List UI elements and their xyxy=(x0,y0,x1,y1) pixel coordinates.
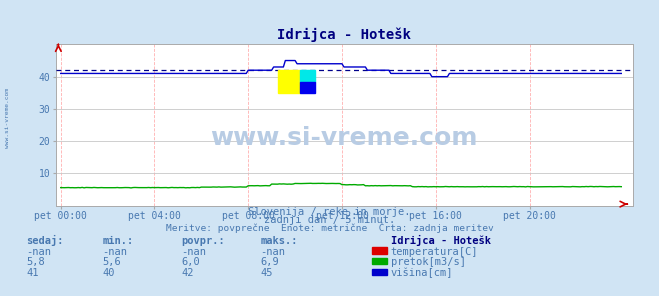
Bar xyxy=(300,70,315,81)
Text: višina[cm]: višina[cm] xyxy=(391,268,453,278)
Text: Slovenija / reke in morje.: Slovenija / reke in morje. xyxy=(248,207,411,218)
Bar xyxy=(300,81,315,93)
Text: 5,6: 5,6 xyxy=(102,257,121,267)
Text: -nan: -nan xyxy=(102,247,127,257)
Bar xyxy=(278,70,300,93)
Text: 6,9: 6,9 xyxy=(260,257,279,267)
Text: zadnji dan / 5 minut.: zadnji dan / 5 minut. xyxy=(264,215,395,226)
Text: -nan: -nan xyxy=(260,247,285,257)
Text: sedaj:: sedaj: xyxy=(26,235,64,246)
Text: 42: 42 xyxy=(181,268,194,278)
Text: www.si-vreme.com: www.si-vreme.com xyxy=(5,89,11,148)
Text: min.:: min.: xyxy=(102,236,133,246)
Text: Meritve: povprečne  Enote: metrične  Črta: zadnja meritev: Meritve: povprečne Enote: metrične Črta:… xyxy=(165,223,494,234)
Text: -nan: -nan xyxy=(181,247,206,257)
Title: Idrijca - Hotešk: Idrijca - Hotešk xyxy=(277,27,411,42)
Text: 45: 45 xyxy=(260,268,273,278)
Text: 5,8: 5,8 xyxy=(26,257,45,267)
Text: maks.:: maks.: xyxy=(260,236,298,246)
Text: Idrijca - Hotešk: Idrijca - Hotešk xyxy=(391,235,491,246)
Text: -nan: -nan xyxy=(26,247,51,257)
Text: www.si-vreme.com: www.si-vreme.com xyxy=(211,126,478,150)
Text: povpr.:: povpr.: xyxy=(181,236,225,246)
Text: 6,0: 6,0 xyxy=(181,257,200,267)
Text: 40: 40 xyxy=(102,268,115,278)
Text: 41: 41 xyxy=(26,268,39,278)
Text: temperatura[C]: temperatura[C] xyxy=(391,247,478,257)
Text: pretok[m3/s]: pretok[m3/s] xyxy=(391,257,466,267)
